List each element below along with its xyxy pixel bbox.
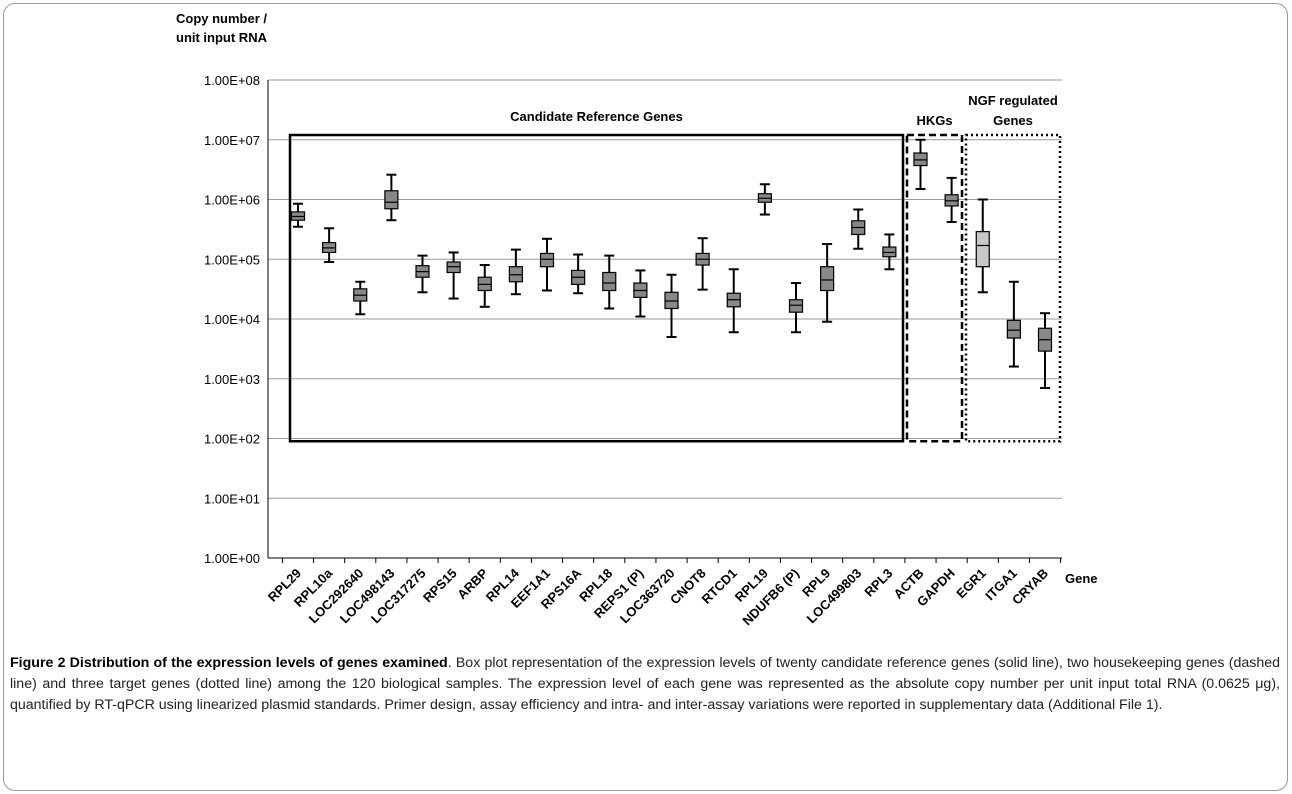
x-tick-label: RPL3	[861, 566, 895, 600]
iqr-box	[539, 252, 555, 268]
group-label: NGF regulated	[968, 93, 1058, 108]
group-label: Genes	[993, 113, 1033, 128]
box-reps1-p	[633, 269, 648, 318]
box-rpl18	[602, 254, 617, 310]
box-eef1a1	[539, 237, 555, 292]
group-label: Candidate Reference Genes	[510, 109, 683, 124]
y-tick-label: 1.00E+00	[204, 551, 260, 566]
group-frame-solid	[288, 133, 905, 443]
box-itga1	[1006, 280, 1021, 368]
y-tick-label: 1.00E+06	[204, 193, 260, 208]
y-tick-label: 1.00E+05	[204, 252, 260, 267]
y-tick-label: 1.00E+04	[204, 312, 260, 327]
iqr-box	[602, 271, 617, 292]
box-rpl3	[882, 233, 897, 271]
box-loc499803	[851, 208, 866, 250]
y-tick-label: 1.00E+03	[204, 372, 260, 387]
x-tick-labels: RPL29RPL10aLOC292640LOC498143LOC317275RP…	[265, 565, 1051, 628]
box-ndufb6-p	[788, 282, 804, 334]
y-axis-label-line2: unit input RNA	[176, 30, 268, 45]
x-tick-label: EGR1	[953, 566, 989, 602]
box-rtcd1	[726, 268, 741, 334]
box-rpl14	[508, 248, 523, 296]
box-rpl9	[820, 242, 835, 323]
box-rpl10a	[322, 227, 337, 263]
iqr-box	[975, 231, 990, 268]
box-rpl19	[757, 183, 772, 216]
y-tick-label: 1.00E+08	[204, 73, 260, 88]
box-loc498143	[384, 173, 399, 222]
x-tick-label: RPS15	[420, 566, 460, 606]
iqr-box	[820, 266, 835, 292]
iqr-box	[913, 152, 928, 167]
group-label: HKGs	[916, 113, 952, 128]
box-rpl29	[290, 202, 306, 228]
box-plot-chart: Copy number / unit input RNA 1.00E+001.0…	[176, 11, 1098, 628]
iqr-box	[1006, 319, 1021, 339]
figure-caption: Figure 2 Distribution of the expression …	[10, 653, 1280, 716]
group-frame-dashed	[905, 133, 964, 443]
y-tick-labels: 1.00E+00 1.00E+01 1.00E+02 1.00E+03 1.00E+04…	[204, 73, 260, 566]
box-arbp	[477, 264, 492, 308]
box-actb	[913, 138, 928, 190]
y-tick-label: 1.00E+01	[204, 491, 260, 506]
y-tick-label: 1.00E+02	[204, 432, 260, 447]
iqr-box	[788, 299, 804, 313]
y-tick-label: 1.00E+07	[204, 133, 260, 148]
box-egr1	[975, 198, 990, 294]
box-rps16a	[571, 253, 586, 295]
boxes	[290, 138, 1053, 390]
group-frame-dotted	[964, 133, 1062, 443]
box-rps15	[446, 251, 461, 300]
x-axis-label: Gene	[1065, 571, 1098, 586]
caption-title: Figure 2 Distribution of the expression …	[10, 655, 448, 671]
grid-lines	[267, 79, 1062, 563]
gene-group-frames: Candidate Reference Genes HKGs NGF regulat…	[288, 93, 1062, 443]
box-gapdh	[944, 176, 959, 224]
box-loc363720	[664, 273, 679, 338]
box-loc317275	[415, 254, 430, 294]
iqr-box	[664, 291, 679, 310]
caption-body: . Box plot representation of the express…	[10, 655, 1280, 713]
x-tick-label: RTCD1	[699, 566, 740, 607]
iqr-box	[384, 190, 399, 210]
box-cryab	[1037, 312, 1053, 390]
box-cnot8	[695, 237, 710, 291]
box-loc292640	[353, 280, 368, 316]
y-axis-label-line1: Copy number /	[176, 11, 267, 26]
